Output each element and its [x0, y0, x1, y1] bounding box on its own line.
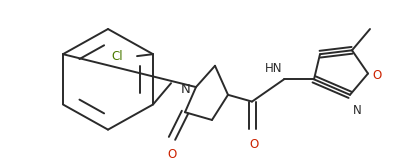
Text: N: N	[181, 82, 191, 96]
Text: O: O	[372, 69, 381, 82]
Text: O: O	[167, 148, 177, 161]
Text: O: O	[249, 138, 259, 151]
Text: N: N	[353, 104, 362, 117]
Text: Cl: Cl	[111, 50, 123, 63]
Text: HN: HN	[264, 62, 282, 75]
